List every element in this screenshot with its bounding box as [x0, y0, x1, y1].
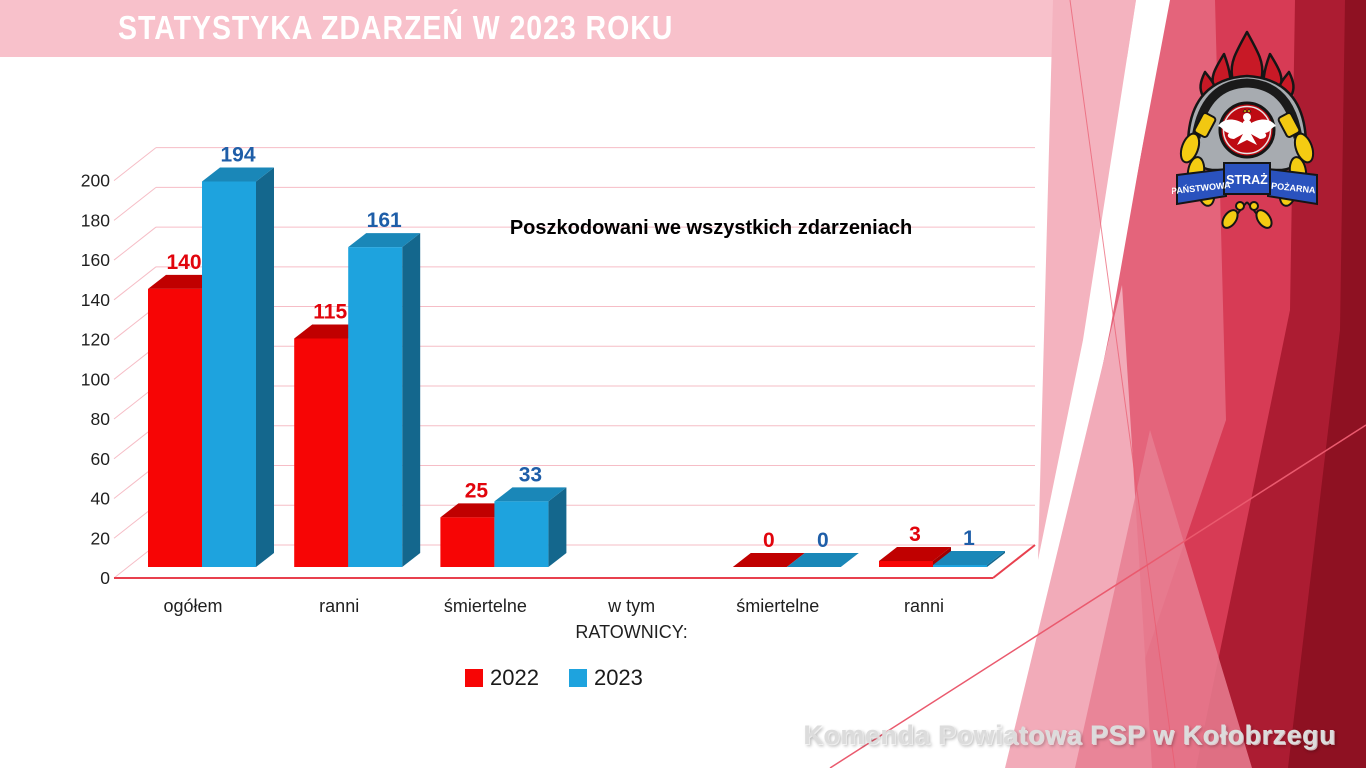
data-label-2023: 33	[519, 463, 542, 486]
category-label: śmiertelne	[444, 596, 527, 616]
data-label-2023: 1	[963, 527, 975, 550]
bar-front	[202, 181, 256, 567]
bar-side	[548, 487, 567, 567]
y-axis-label: 0	[100, 568, 110, 588]
data-label-2022: 25	[465, 479, 489, 502]
category-label: śmiertelne	[736, 596, 819, 616]
data-label-2022: 3	[909, 523, 921, 546]
bar-side	[402, 233, 421, 567]
bar-front	[879, 561, 933, 567]
legend-label-2023: 2023	[593, 665, 643, 690]
bar-2023-cat2	[348, 233, 421, 567]
bar-top	[732, 553, 805, 567]
bar-top	[494, 487, 567, 502]
category-label: w tym	[607, 596, 655, 616]
y-axis-label: 20	[91, 528, 111, 548]
legend-label-2022: 2022	[490, 665, 539, 690]
gridline-depth	[113, 266, 157, 301]
data-label-2022: 0	[763, 529, 775, 552]
data-label-2023: 194	[220, 144, 255, 167]
y-axis-label: 80	[91, 409, 111, 429]
floor-right-edge	[992, 544, 1036, 579]
data-label-2023: 0	[817, 529, 829, 552]
bar-front	[348, 247, 403, 567]
legend-item-2022: 2022	[465, 665, 539, 691]
bar-top	[202, 167, 274, 182]
slide-title: STATYSTYKA ZDARZEŃ W 2023 ROKU	[118, 9, 674, 47]
bar-front	[494, 501, 549, 567]
bar-front	[440, 517, 495, 567]
y-axis-label: 40	[91, 489, 111, 509]
gridline-depth	[113, 147, 157, 181]
bar-2022-cat5	[732, 553, 805, 567]
psp-logo: PAŃSTWOWA STRAŻ POŻARNA	[1172, 30, 1318, 229]
bar-front	[933, 565, 987, 567]
data-label-2022: 115	[313, 300, 347, 323]
y-axis-label: 200	[81, 171, 110, 191]
bar-2023-cat3	[494, 487, 567, 567]
y-axis-label: 60	[91, 449, 111, 469]
category-label: ranni	[904, 596, 944, 616]
category-label: RATOWNICY:	[575, 622, 687, 642]
chart-title: Poszkodowani we wszystkich zdarzeniach	[510, 217, 912, 239]
legend-item-2023: 2023	[568, 665, 643, 691]
bar-front	[148, 288, 202, 567]
laurel-bottom	[1221, 201, 1273, 229]
legend-swatch-2022	[465, 669, 483, 687]
y-axis-label: 160	[81, 250, 110, 270]
footer-text: Komenda Powiatowa PSP w Kołobrzegu	[803, 720, 1336, 750]
bar-front	[294, 338, 349, 567]
data-label-2022: 140	[166, 251, 201, 274]
bar-2023-cat1	[202, 167, 274, 567]
gridline-depth	[113, 186, 157, 221]
category-label: ranni	[319, 596, 359, 616]
ribbon-text-center: STRAŻ	[1226, 172, 1268, 187]
gridline-depth	[113, 226, 157, 261]
bar-top	[348, 233, 421, 248]
legend-swatch-2023	[568, 669, 587, 687]
category-label: ogółem	[163, 596, 222, 616]
data-label-2023: 161	[367, 209, 402, 232]
y-axis-label: 140	[81, 290, 110, 310]
y-axis-label: 100	[81, 369, 110, 389]
y-axis-label: 180	[81, 210, 110, 230]
y-axis-label: 120	[81, 330, 110, 350]
bar-side	[256, 167, 274, 567]
chart-legend: 2022 2023	[465, 665, 643, 691]
